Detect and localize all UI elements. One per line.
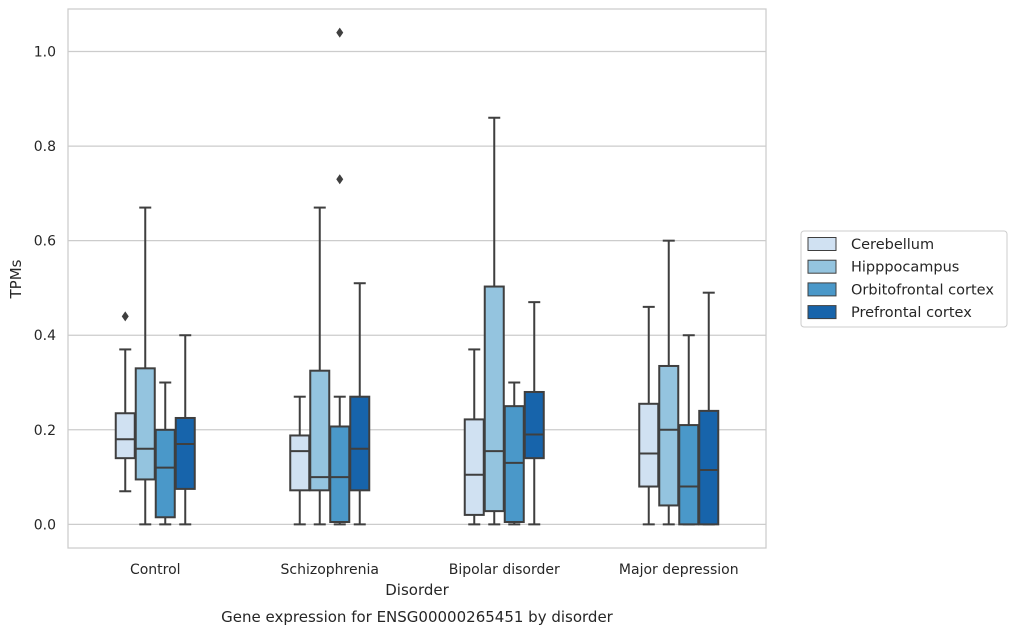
outlier-point	[336, 27, 344, 38]
x-tick-label: Schizophrenia	[281, 562, 379, 578]
box	[329, 425, 351, 523]
legend-item: Prefrontal cortex	[807, 305, 972, 321]
legend-label: Hipppocampus	[851, 260, 959, 276]
box	[503, 405, 525, 523]
x-tick-label: Bipolar disorder	[449, 562, 560, 578]
legend-item: Hipppocampus	[807, 259, 959, 276]
box-group	[463, 116, 545, 526]
box	[523, 390, 545, 460]
legend-frame	[800, 230, 1008, 328]
plot-frame	[67, 8, 767, 549]
box	[309, 369, 331, 492]
y-tick-label: 0.4	[34, 328, 56, 344]
legend-item: Cerebellum	[807, 237, 934, 253]
box	[134, 367, 156, 481]
legend: Cerebellum Hipppocampus Orbitofrontal cort…	[800, 230, 1008, 328]
legend-label: Cerebellum	[851, 237, 934, 253]
chart-title: Gene expression for ENSG00000265451 by d…	[221, 608, 614, 626]
x-tick-labels: Control Schizophrenia Bipolar disorder Majo…	[130, 562, 739, 578]
box	[289, 434, 311, 492]
box	[349, 395, 371, 492]
y-tick-label: 0.0	[34, 517, 56, 533]
x-axis-title: Disorder	[385, 581, 449, 599]
legend-swatch	[807, 282, 837, 297]
box	[638, 402, 660, 488]
legend-swatch	[807, 237, 837, 251]
y-tick-label: 0.6	[34, 234, 56, 250]
outlier-point	[336, 174, 344, 185]
box-groups	[114, 27, 720, 526]
legend-label: Orbitofrontal cortex	[851, 282, 994, 298]
box	[483, 285, 505, 513]
box	[463, 418, 485, 516]
y-axis-title: TPMs	[7, 259, 25, 299]
box	[698, 409, 720, 526]
y-tick-labels: 0.0 0.2 0.4 0.6 0.8 1.0	[34, 45, 56, 534]
box	[678, 424, 700, 526]
y-tick-label: 1.0	[34, 45, 56, 61]
box-group	[289, 27, 371, 526]
x-tick-label: Control	[130, 562, 181, 578]
x-tick-label: Major depression	[619, 562, 739, 578]
box	[114, 412, 136, 460]
legend-item: Orbitofrontal cortex	[807, 282, 994, 298]
box	[154, 428, 176, 519]
y-tick-label: 0.2	[34, 423, 56, 439]
legend-swatch	[807, 305, 837, 320]
box-group	[638, 239, 720, 526]
box	[174, 416, 196, 490]
outlier-point	[121, 311, 129, 322]
legend-swatch	[807, 259, 837, 274]
y-tick-label: 0.8	[34, 139, 56, 155]
box	[658, 364, 680, 507]
legend-label: Prefrontal cortex	[851, 305, 972, 321]
box-group	[114, 206, 196, 526]
